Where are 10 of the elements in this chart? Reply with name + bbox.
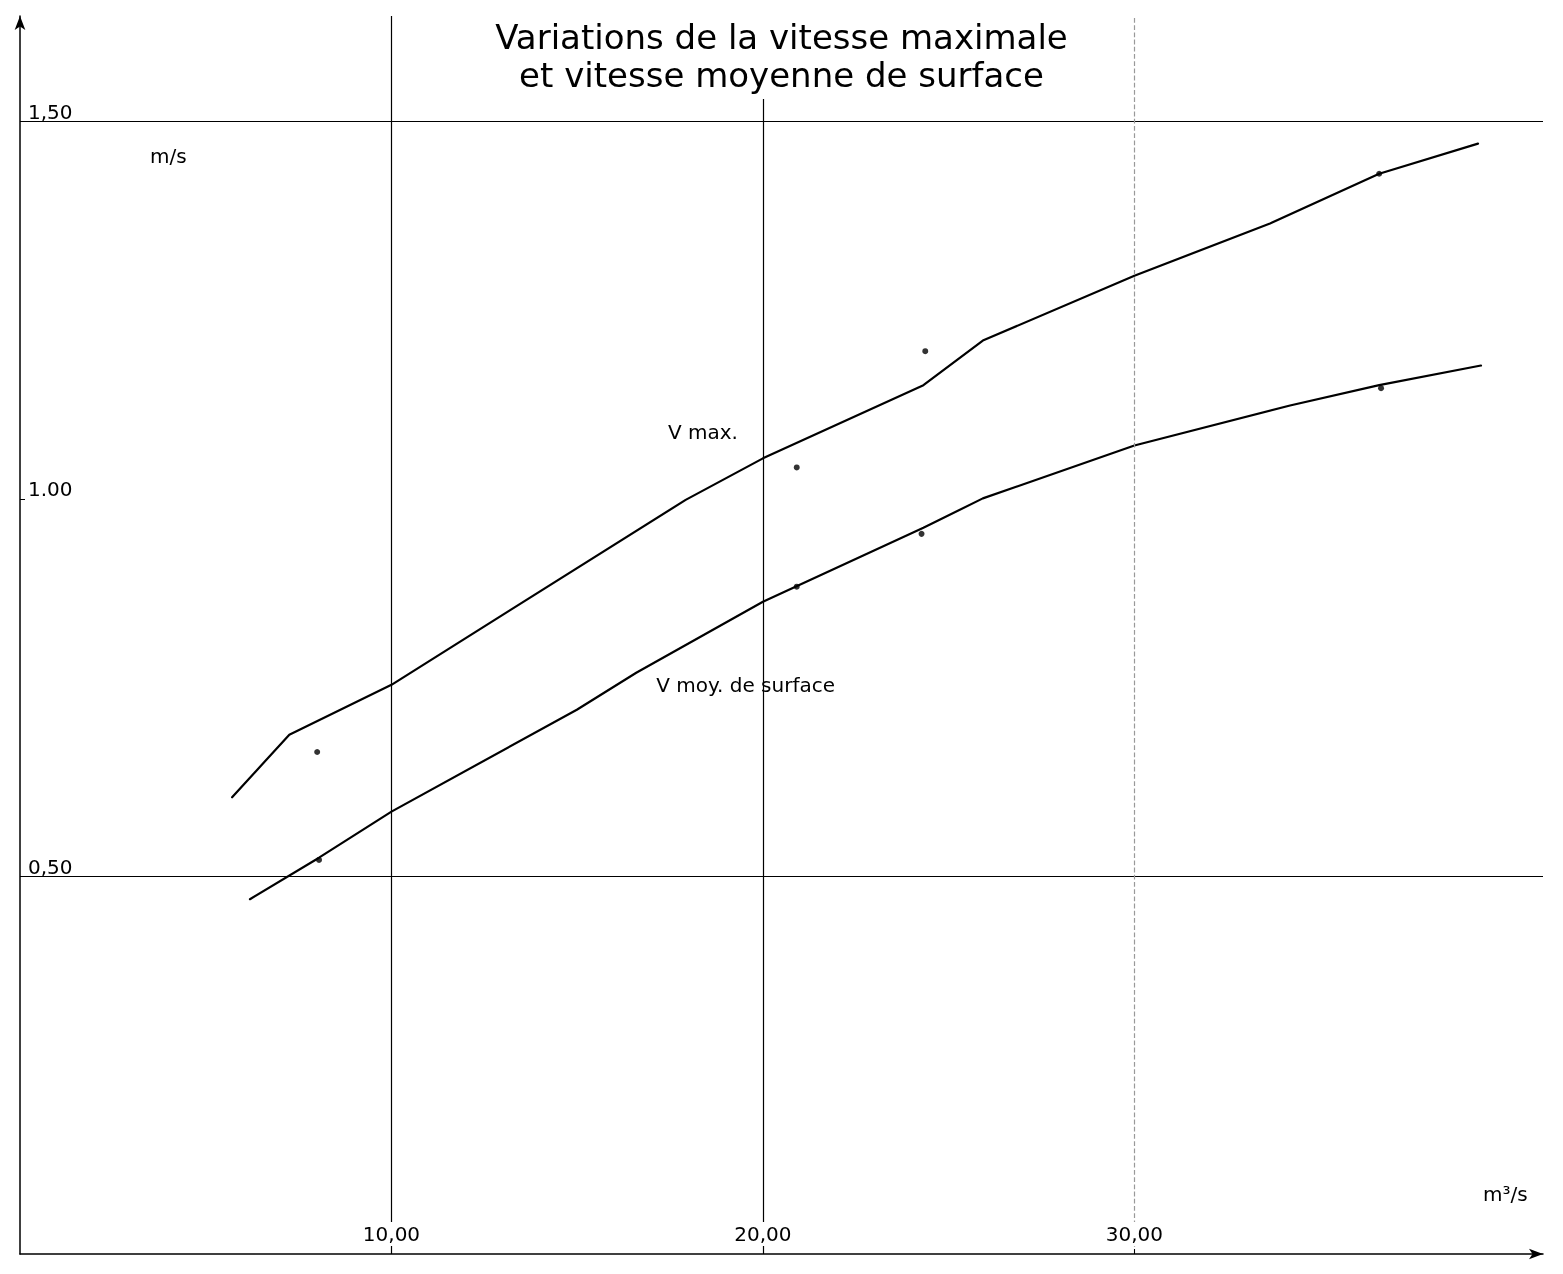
x-axis-title: m³/s [1483,1182,1528,1206]
text: Variations de la vitesse maximale et vitesse moyenne de surface [495,17,1068,95]
x-tick-label: 10,00 [362,1222,421,1246]
y-tick-label: 0,50 [28,854,73,879]
x-tick-label: 30,00 [1105,1222,1164,1246]
series-label: V max. [667,420,738,445]
y-tick-label: 1,50 [28,99,73,124]
y-tick-label: 1.00 [28,477,73,502]
y-axis-title: m/s [150,144,187,168]
x-tick-label: 20,00 [734,1222,792,1246]
